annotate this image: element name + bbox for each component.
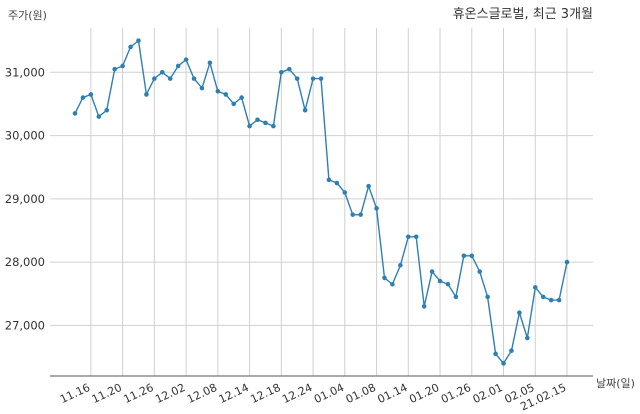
data-point <box>421 304 427 309</box>
x-tick-label: 01.20 <box>407 381 441 406</box>
x-tick-label: 01.08 <box>344 381 378 406</box>
data-point <box>207 60 213 66</box>
data-point <box>310 76 316 81</box>
x-tick-label: 12.08 <box>185 381 219 406</box>
x-tick-label: 01.14 <box>376 381 410 406</box>
data-point <box>413 234 419 240</box>
data-point <box>477 269 483 274</box>
data-point <box>485 294 490 300</box>
data-point <box>72 111 78 116</box>
y-tick-label: 28,000 <box>5 255 45 269</box>
data-point <box>152 76 157 81</box>
data-point <box>128 44 133 50</box>
data-point <box>215 88 221 94</box>
data-point <box>239 95 244 100</box>
x-tick-label: 11.26 <box>122 381 156 406</box>
data-point <box>405 234 411 240</box>
data-point <box>302 107 308 113</box>
data-point <box>358 212 363 217</box>
x-tick-label: 01.26 <box>439 381 473 406</box>
data-point <box>350 212 356 217</box>
data-point <box>80 95 86 100</box>
data-point <box>286 66 292 72</box>
data-point <box>294 76 300 81</box>
data-point <box>167 76 173 81</box>
data-point <box>382 275 387 281</box>
x-tick-label: 12.18 <box>249 381 283 406</box>
data-point <box>398 262 403 268</box>
x-tick-label: 12.14 <box>217 381 251 406</box>
data-point <box>120 63 125 69</box>
data-point <box>223 92 229 97</box>
data-point <box>247 123 252 129</box>
data-point <box>532 285 538 290</box>
data-point <box>104 107 110 113</box>
x-tick-labels: 11.1611.2011.2612.0212.0812.1412.1812.24… <box>58 381 568 413</box>
data-point <box>112 66 117 72</box>
data-point <box>469 253 475 259</box>
y-tick-labels: 27,000 28,000 29,000 30,000 31,000 <box>5 65 45 332</box>
data-point <box>199 85 205 91</box>
data-point <box>437 278 443 284</box>
data-point <box>429 269 435 274</box>
data-point <box>509 348 514 353</box>
data-point <box>374 206 379 211</box>
data-point <box>183 57 189 62</box>
price-series <box>72 38 570 366</box>
data-point <box>175 63 181 69</box>
data-point <box>279 69 284 75</box>
data-point <box>88 92 94 97</box>
data-point <box>144 92 149 97</box>
data-point <box>271 123 276 129</box>
x-tick-label: 01.04 <box>312 381 346 406</box>
data-point <box>159 69 165 75</box>
data-point <box>136 38 141 43</box>
data-point <box>501 361 506 366</box>
data-point <box>342 190 348 195</box>
data-point <box>366 183 371 189</box>
data-point <box>390 281 395 287</box>
data-point <box>334 180 340 186</box>
data-point <box>263 120 268 126</box>
data-point <box>96 114 102 119</box>
data-point <box>540 294 546 300</box>
y-tick-label: 29,000 <box>5 192 45 206</box>
data-point <box>191 76 197 81</box>
data-point <box>564 259 570 265</box>
data-point <box>493 351 498 357</box>
y-gridlines <box>50 71 593 326</box>
x-gridlines <box>90 28 568 376</box>
y-tick-label: 31,000 <box>5 65 45 79</box>
data-point <box>453 294 459 300</box>
data-point <box>445 281 451 287</box>
data-point <box>548 297 554 303</box>
data-point <box>326 177 332 183</box>
x-tick-label: 02.01 <box>471 381 505 406</box>
x-tick-label: 12.24 <box>280 381 314 406</box>
x-tick-label: 12.02 <box>153 381 187 406</box>
y-tick-label: 30,000 <box>5 129 45 143</box>
x-tick-label: 11.20 <box>90 381 124 406</box>
data-point <box>318 76 324 81</box>
chart-title: 휴온스글로벌, 최근 3개월 <box>453 7 593 22</box>
data-point <box>556 297 562 303</box>
y-tick-label: 27,000 <box>5 318 45 332</box>
data-point <box>461 253 467 259</box>
data-point <box>525 335 530 341</box>
series-line <box>74 39 568 365</box>
y-axis-label: 주가(원) <box>8 9 47 22</box>
data-point <box>255 117 260 123</box>
x-tick-label: 11.16 <box>58 381 92 406</box>
x-axis-label: 날짜(일) <box>596 376 635 390</box>
data-point <box>517 310 522 316</box>
data-point <box>231 101 237 107</box>
